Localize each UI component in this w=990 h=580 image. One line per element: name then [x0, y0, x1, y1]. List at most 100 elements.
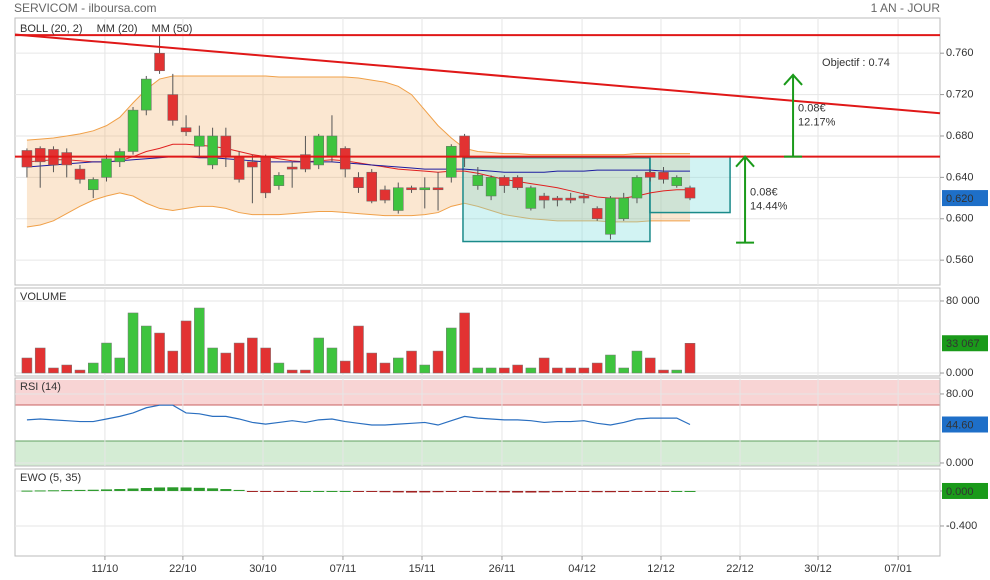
panel-label: EWO (5, 35) — [20, 472, 81, 484]
ewo-bar — [565, 490, 577, 493]
ewo-bar — [61, 490, 73, 492]
y-tick-label: 0.640 — [946, 171, 974, 183]
candle-body — [406, 187, 417, 191]
moving-average — [26, 143, 691, 199]
ewo-bar — [498, 490, 510, 493]
candle-body — [393, 187, 404, 211]
volume-bar — [671, 369, 683, 374]
ewo-bar — [551, 490, 563, 493]
ewo-bar — [180, 487, 192, 491]
chart-title: SERVICOM - ilboursa.com — [14, 1, 156, 15]
arrow-head — [735, 155, 755, 168]
ewo-bar — [273, 490, 285, 492]
period: 1 AN - JOUR — [871, 1, 941, 15]
candle-body — [366, 171, 377, 202]
ewo-bar — [657, 490, 669, 492]
panel-label: RSI (14) — [20, 381, 61, 393]
candle-body — [194, 135, 205, 147]
zone-box — [649, 155, 731, 214]
x-tick-label: 07/01 — [884, 563, 912, 575]
volume-bar — [419, 364, 431, 374]
ewo-bar — [618, 490, 630, 493]
candle-body — [353, 177, 364, 188]
x-tick-label: 04/12 — [568, 563, 596, 575]
ewo-bar — [74, 489, 86, 491]
oversold-zone — [15, 441, 940, 466]
candle-body — [591, 208, 603, 220]
x-tick-label: 22/12 — [726, 563, 754, 575]
candle-body — [87, 179, 99, 191]
ewo-bar — [313, 490, 325, 492]
target-label: Objectif : 0.74 — [822, 57, 890, 69]
x-tick-label: 22/10 — [169, 563, 197, 575]
volume-bar — [644, 357, 656, 374]
ewo-bar — [459, 490, 471, 492]
candle-body — [313, 135, 324, 166]
ewo-bar — [207, 488, 219, 491]
candle-body — [446, 146, 457, 178]
volume-bar — [512, 364, 523, 374]
arrow-label: 12.17% — [798, 117, 836, 129]
moving-average — [26, 156, 691, 173]
ewo-bar — [114, 489, 126, 491]
candle-body — [273, 175, 285, 186]
candle-body — [432, 187, 444, 191]
volume-bar — [326, 347, 338, 374]
x-tick-label: 30/10 — [249, 563, 277, 575]
y-tick-label: 0.600 — [946, 213, 974, 225]
volume-bar — [141, 325, 152, 374]
volume-bar — [207, 347, 218, 374]
candle-body — [512, 177, 523, 188]
volume-bar — [578, 367, 590, 374]
y-tick-label: 0.760 — [946, 47, 974, 59]
volume-bar — [194, 307, 205, 374]
candle-body — [21, 150, 33, 168]
ewo-bar — [671, 490, 683, 492]
ewo-bar — [432, 490, 444, 493]
panel-frame — [14, 468, 941, 557]
volume-bar — [658, 369, 669, 374]
y-tick-label: 0.680 — [946, 130, 974, 142]
overbought-zone — [15, 380, 940, 405]
panel-frame — [14, 17, 941, 286]
volume-bar — [154, 332, 165, 374]
trend-line — [14, 33, 941, 115]
ewo-bar — [538, 490, 550, 493]
candle-body — [326, 135, 338, 157]
candle-body — [578, 195, 590, 199]
volume-bar — [379, 362, 391, 374]
x-tick-label: 15/11 — [409, 563, 436, 575]
bollinger-band — [26, 75, 691, 228]
candle-body — [459, 135, 470, 157]
volume-bar — [406, 350, 417, 374]
volume-bar — [34, 347, 46, 374]
current-value-label: 0.000 — [946, 486, 974, 498]
ewo-bar — [472, 490, 484, 493]
candle-body — [127, 109, 139, 152]
ewo-bar — [167, 487, 179, 491]
rsi-line — [26, 404, 691, 426]
volume-bar — [684, 342, 696, 374]
volume-bar — [618, 367, 629, 374]
volume-bar — [472, 367, 484, 374]
volume-bar — [525, 367, 537, 374]
panel-frame — [14, 287, 941, 377]
current-value-box — [942, 335, 988, 352]
ewo-bar — [485, 490, 497, 493]
ewo-bar — [352, 490, 364, 492]
candle-body — [565, 197, 576, 201]
candle-body — [419, 187, 431, 191]
candle-body — [74, 168, 86, 180]
volume-bar — [260, 347, 271, 374]
candle-body — [154, 52, 165, 72]
volume-bar — [114, 357, 126, 374]
volume-bar — [61, 364, 72, 374]
volume-bar — [21, 357, 33, 374]
y-tick-label: 0.000 — [946, 367, 974, 379]
volume-bar — [591, 362, 603, 374]
volume-bar — [552, 367, 563, 374]
candle-body — [220, 135, 232, 157]
ewo-bar — [392, 490, 404, 493]
panel-frame — [14, 377, 941, 467]
